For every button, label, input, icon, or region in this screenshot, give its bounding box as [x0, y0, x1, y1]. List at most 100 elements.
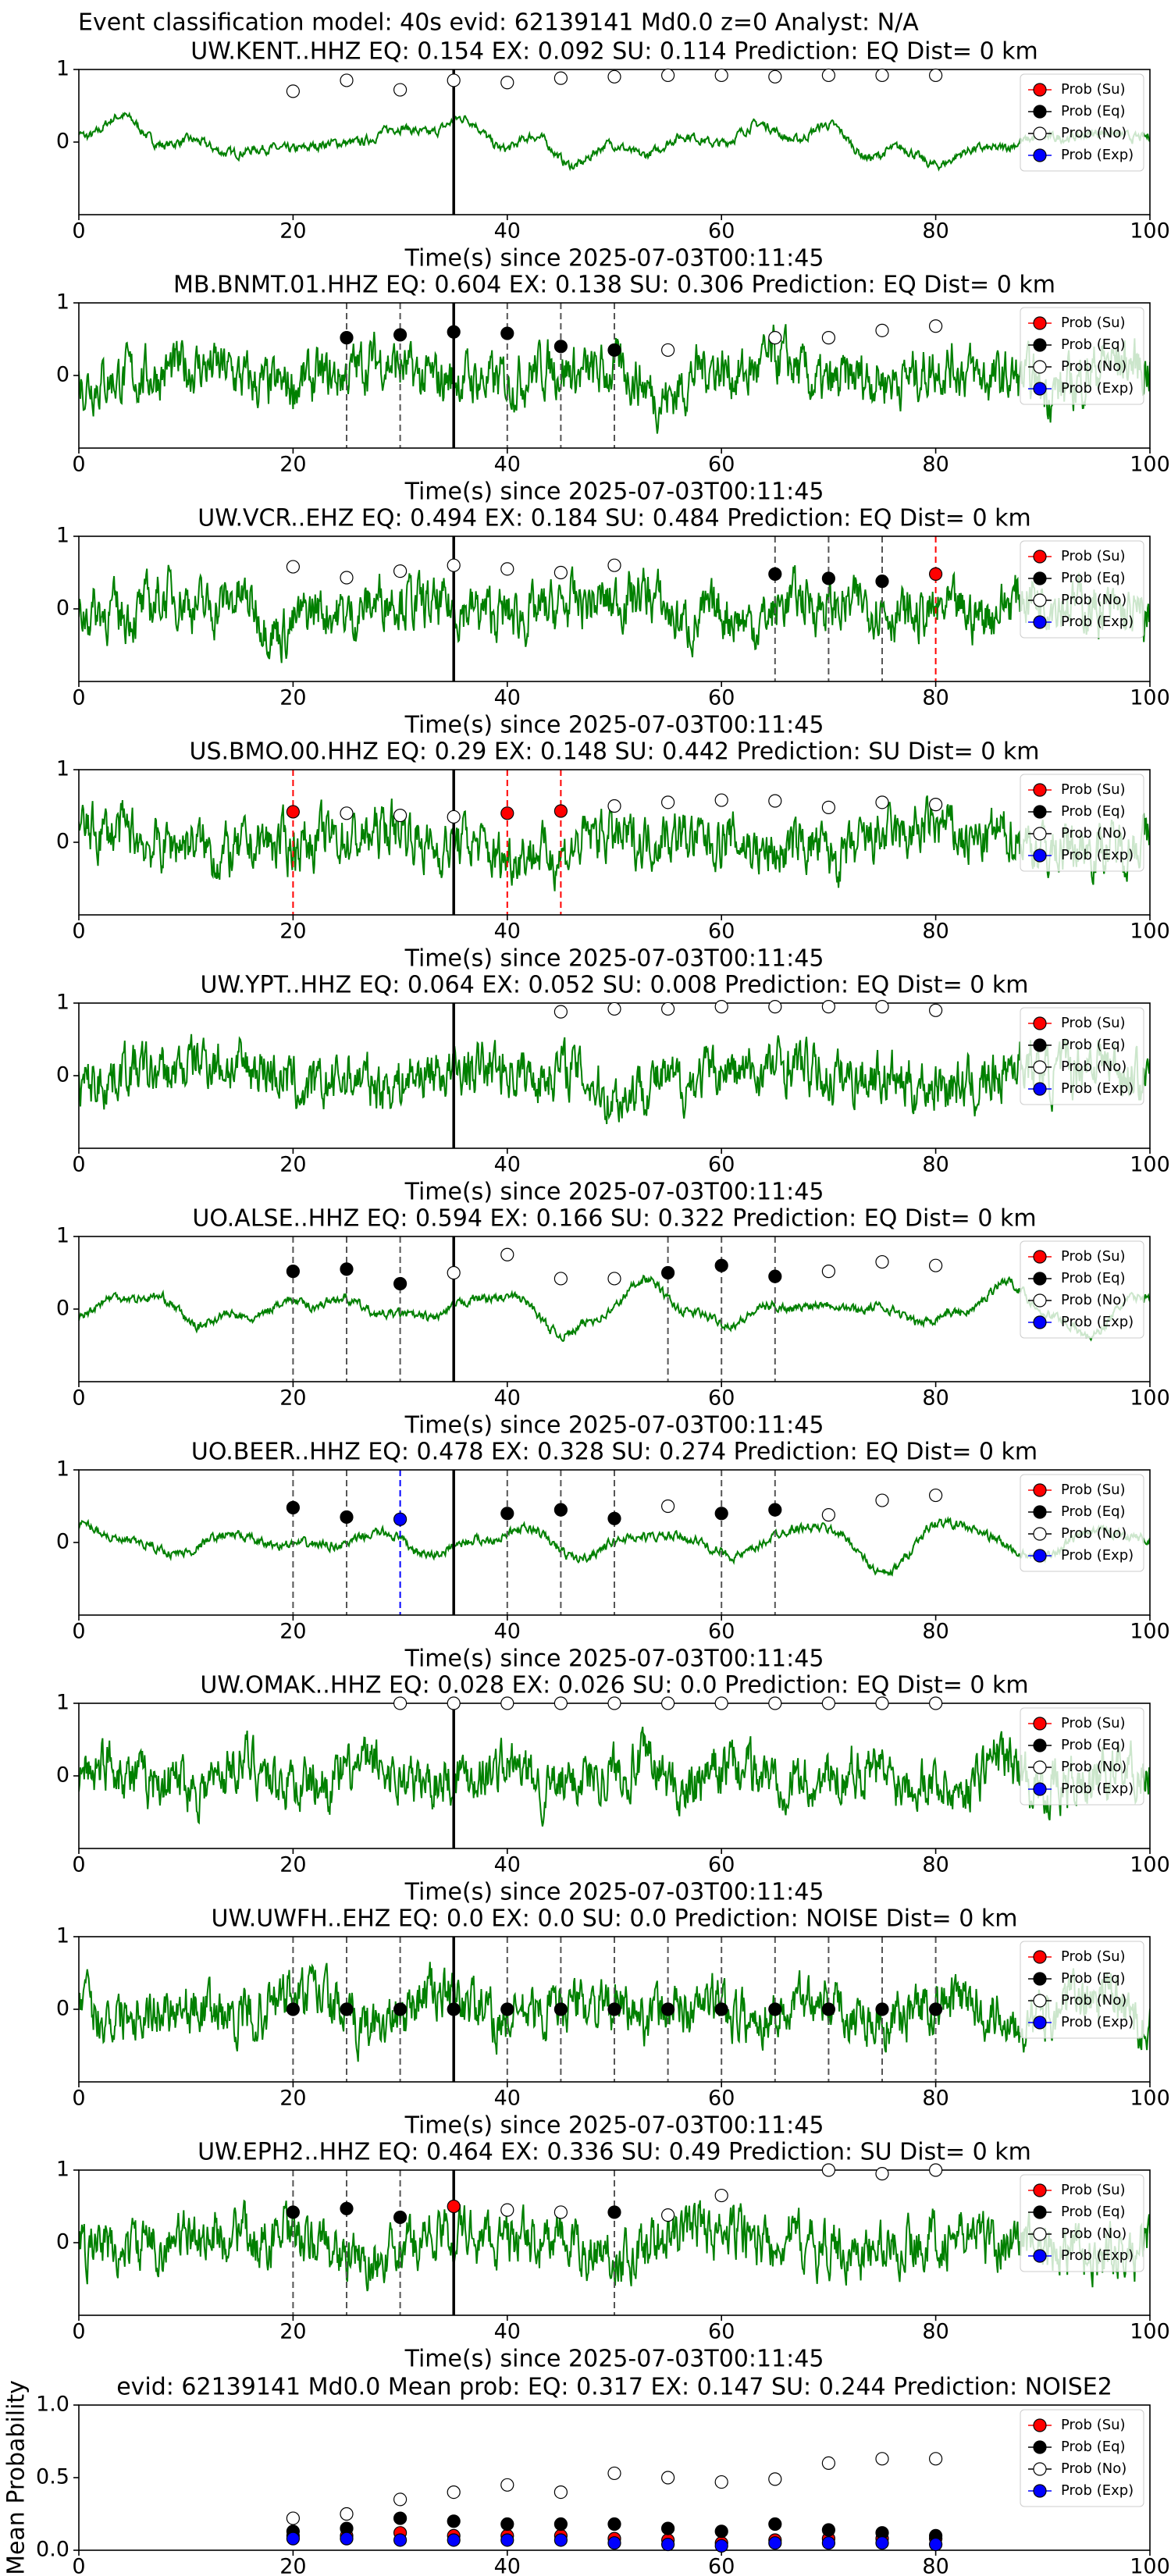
x-tick-label: 80: [922, 2087, 949, 2111]
legend-label: Prob (Exp): [1061, 1080, 1134, 1097]
prob-point: [393, 83, 408, 97]
prob-point: [660, 343, 675, 358]
prob-point: [553, 1503, 568, 1517]
prob-point: [500, 76, 514, 90]
legend-box: [1020, 1474, 1144, 1572]
prob-point: [286, 1265, 300, 1279]
prob-point: [768, 331, 782, 345]
x-tick-label: 100: [1130, 2555, 1170, 2576]
prob-point: [768, 2536, 782, 2550]
prob-point: [500, 2002, 514, 2016]
legend-marker: [1033, 1527, 1047, 1541]
prob-point: [928, 2537, 943, 2552]
legend-label: Prob (Eq): [1061, 1970, 1126, 1987]
x-tick-label: 80: [922, 920, 949, 944]
prob-point: [447, 2514, 461, 2528]
prob-point: [714, 793, 728, 807]
prob-point: [928, 1258, 943, 1272]
prob-point: [340, 571, 354, 585]
prob-point: [714, 2002, 728, 2016]
prob-point: [821, 1508, 836, 1522]
legend-label: Prob (No): [1061, 358, 1127, 375]
prob-point: [447, 2002, 461, 2016]
legend-marker: [1033, 382, 1047, 396]
legend-label: Prob (Exp): [1061, 380, 1134, 397]
x-tick-label: 60: [708, 219, 735, 244]
prob-point: [768, 794, 782, 808]
legend-box: [1020, 73, 1144, 172]
legend-marker: [1033, 593, 1047, 607]
panel-title: UO.ALSE..HHZ EQ: 0.594 EX: 0.166 SU: 0.3…: [192, 1205, 1036, 1233]
legend-label: Prob (No): [1061, 1992, 1127, 2008]
panel: UW.KENT..HHZ EQ: 0.154 EX: 0.092 SU: 0.1…: [56, 38, 1170, 272]
panel: UW.EPH2..HHZ EQ: 0.464 EX: 0.336 SU: 0.4…: [56, 2139, 1170, 2373]
prob-point: [714, 1258, 728, 1272]
prob-point: [768, 2472, 782, 2486]
waveform: [79, 795, 1150, 891]
prob-point: [393, 2210, 408, 2225]
legend-label: Prob (Eq): [1061, 1270, 1126, 1286]
x-tick-label: 80: [922, 219, 949, 244]
prob-point: [768, 1503, 782, 1517]
prob-point: [393, 1696, 408, 1710]
prob-point: [821, 571, 836, 585]
prob-point: [928, 1488, 943, 1503]
x-tick-label: 20: [279, 920, 306, 944]
legend-marker: [1033, 2418, 1047, 2432]
prob-point: [393, 2002, 408, 2016]
figure-title: Event classification model: 40s evid: 62…: [78, 9, 919, 37]
x-tick-label: 100: [1130, 1386, 1170, 1411]
prob-point: [500, 2203, 514, 2217]
prob-point: [607, 1002, 621, 1016]
prob-point: [286, 2511, 300, 2525]
legend-label: Prob (Su): [1061, 81, 1126, 98]
legend-label: Prob (Eq): [1061, 1503, 1126, 1520]
panel: MB.BNMT.01.HHZ EQ: 0.604 EX: 0.138 SU: 0…: [56, 272, 1170, 506]
prob-point: [660, 1002, 675, 1016]
prob-point: [928, 1696, 943, 1710]
prob-point: [714, 1696, 728, 1710]
x-tick-label: 0: [72, 1620, 85, 1644]
prob-point: [553, 1696, 568, 1710]
legend-marker: [1033, 1272, 1047, 1286]
x-tick-label: 60: [708, 2555, 735, 2576]
prob-point: [928, 68, 943, 83]
legend-marker: [1033, 2205, 1047, 2219]
prob-point: [660, 68, 675, 83]
x-tick-label: 100: [1130, 920, 1170, 944]
x-tick-label: 60: [708, 1620, 735, 1644]
prob-point: [660, 1265, 675, 1280]
legend-marker: [1033, 2462, 1047, 2476]
legend-marker: [1033, 1950, 1047, 1964]
panel: UW.YPT..HHZ EQ: 0.064 EX: 0.052 SU: 0.00…: [56, 972, 1170, 1206]
legend-label: Prob (Exp): [1061, 2247, 1134, 2264]
legend-label: Prob (Su): [1061, 1715, 1126, 1731]
y-tick-label: 1: [56, 2158, 69, 2182]
y-tick-label: 0.5: [36, 2465, 69, 2489]
legend-box: [1020, 2174, 1144, 2272]
prob-point: [607, 1696, 621, 1710]
y-axis-label: Mean Probability: [3, 2380, 30, 2575]
legend-marker: [1033, 1082, 1047, 1096]
legend-label: Prob (Su): [1061, 1948, 1126, 1965]
prob-point: [714, 1000, 728, 1014]
x-tick-label: 20: [279, 2555, 306, 2576]
prob-point: [714, 2475, 728, 2489]
x-tick-label: 0: [72, 1386, 85, 1411]
x-tick-label: 0: [72, 1153, 85, 1177]
prob-point: [393, 2492, 408, 2507]
x-tick-label: 0: [72, 2320, 85, 2344]
x-tick-label: 100: [1130, 453, 1170, 477]
legend-label: Prob (No): [1061, 1759, 1127, 1775]
legend-label: Prob (Eq): [1061, 336, 1126, 353]
x-tick-label: 40: [494, 2320, 521, 2344]
prob-point: [714, 2539, 728, 2553]
prob-point: [821, 331, 836, 345]
x-tick-label: 60: [708, 1386, 735, 1411]
x-axis-label: Time(s) since 2025-07-03T00:11:45: [404, 1646, 824, 1673]
legend-marker: [1033, 1293, 1047, 1308]
legend-marker: [1033, 615, 1047, 629]
legend-label: Prob (Su): [1061, 1248, 1126, 1265]
legend-marker: [1033, 1972, 1047, 1986]
prob-point: [340, 331, 354, 345]
